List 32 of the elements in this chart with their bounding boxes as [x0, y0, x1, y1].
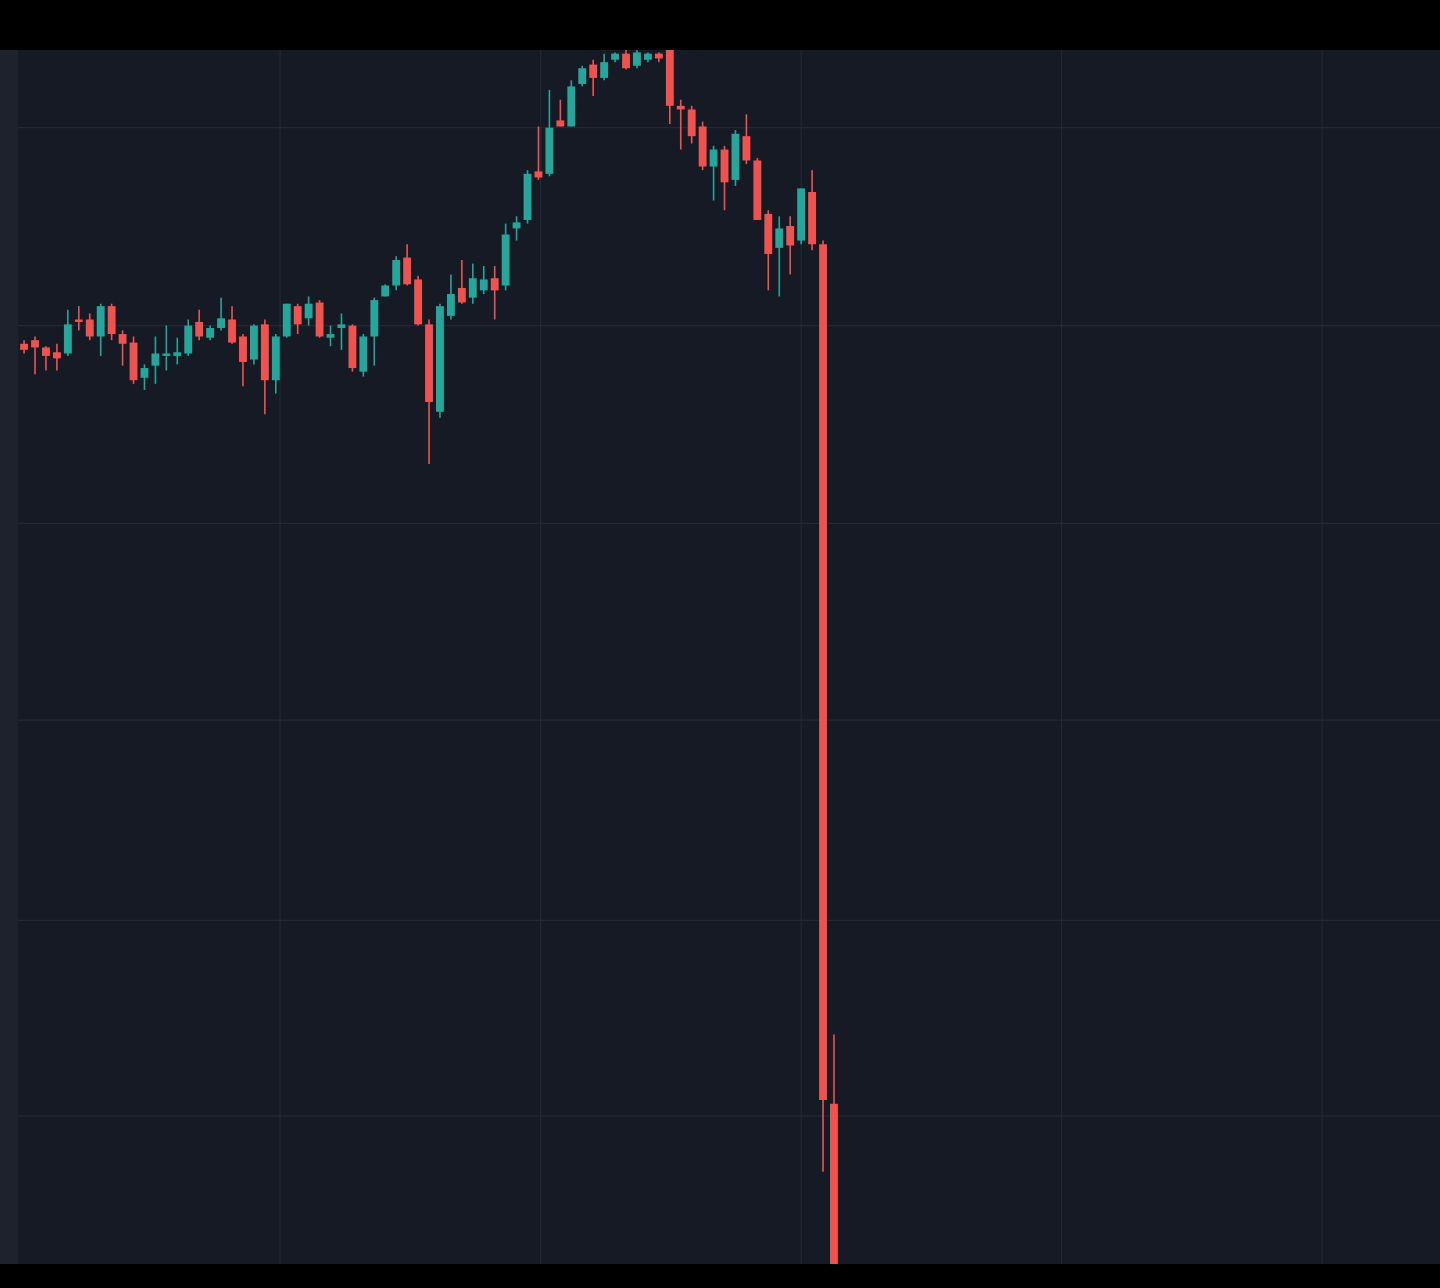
candlestick [293, 302, 302, 335]
candlestick [622, 49, 630, 71]
candlestick [63, 308, 72, 357]
candlestick [578, 64, 587, 88]
candlestick [490, 265, 499, 321]
candlestick [742, 113, 751, 165]
candlestick [107, 302, 116, 341]
candlestick [359, 333, 368, 378]
candlestick [282, 302, 291, 339]
candlestick [709, 145, 718, 202]
candlestick [217, 296, 226, 332]
candlestick [457, 259, 466, 305]
candlestick [512, 215, 521, 242]
candlestick [392, 255, 401, 292]
candlestick [249, 323, 258, 366]
candlestick [140, 363, 149, 391]
candlestick [195, 308, 204, 341]
candlestick [775, 215, 784, 298]
candlestick [326, 324, 335, 347]
candlestick [337, 312, 346, 351]
candlestick [545, 89, 554, 178]
candlestick [600, 52, 609, 82]
candlestick [567, 79, 576, 128]
candlestick [271, 333, 280, 395]
candlestick [315, 299, 324, 339]
candlestick [304, 295, 313, 327]
candlestick [348, 323, 357, 373]
candlestick [370, 296, 379, 367]
candlestick [96, 302, 105, 357]
candlestick [786, 215, 795, 276]
candlestick [556, 98, 565, 128]
candlestick [589, 58, 598, 97]
